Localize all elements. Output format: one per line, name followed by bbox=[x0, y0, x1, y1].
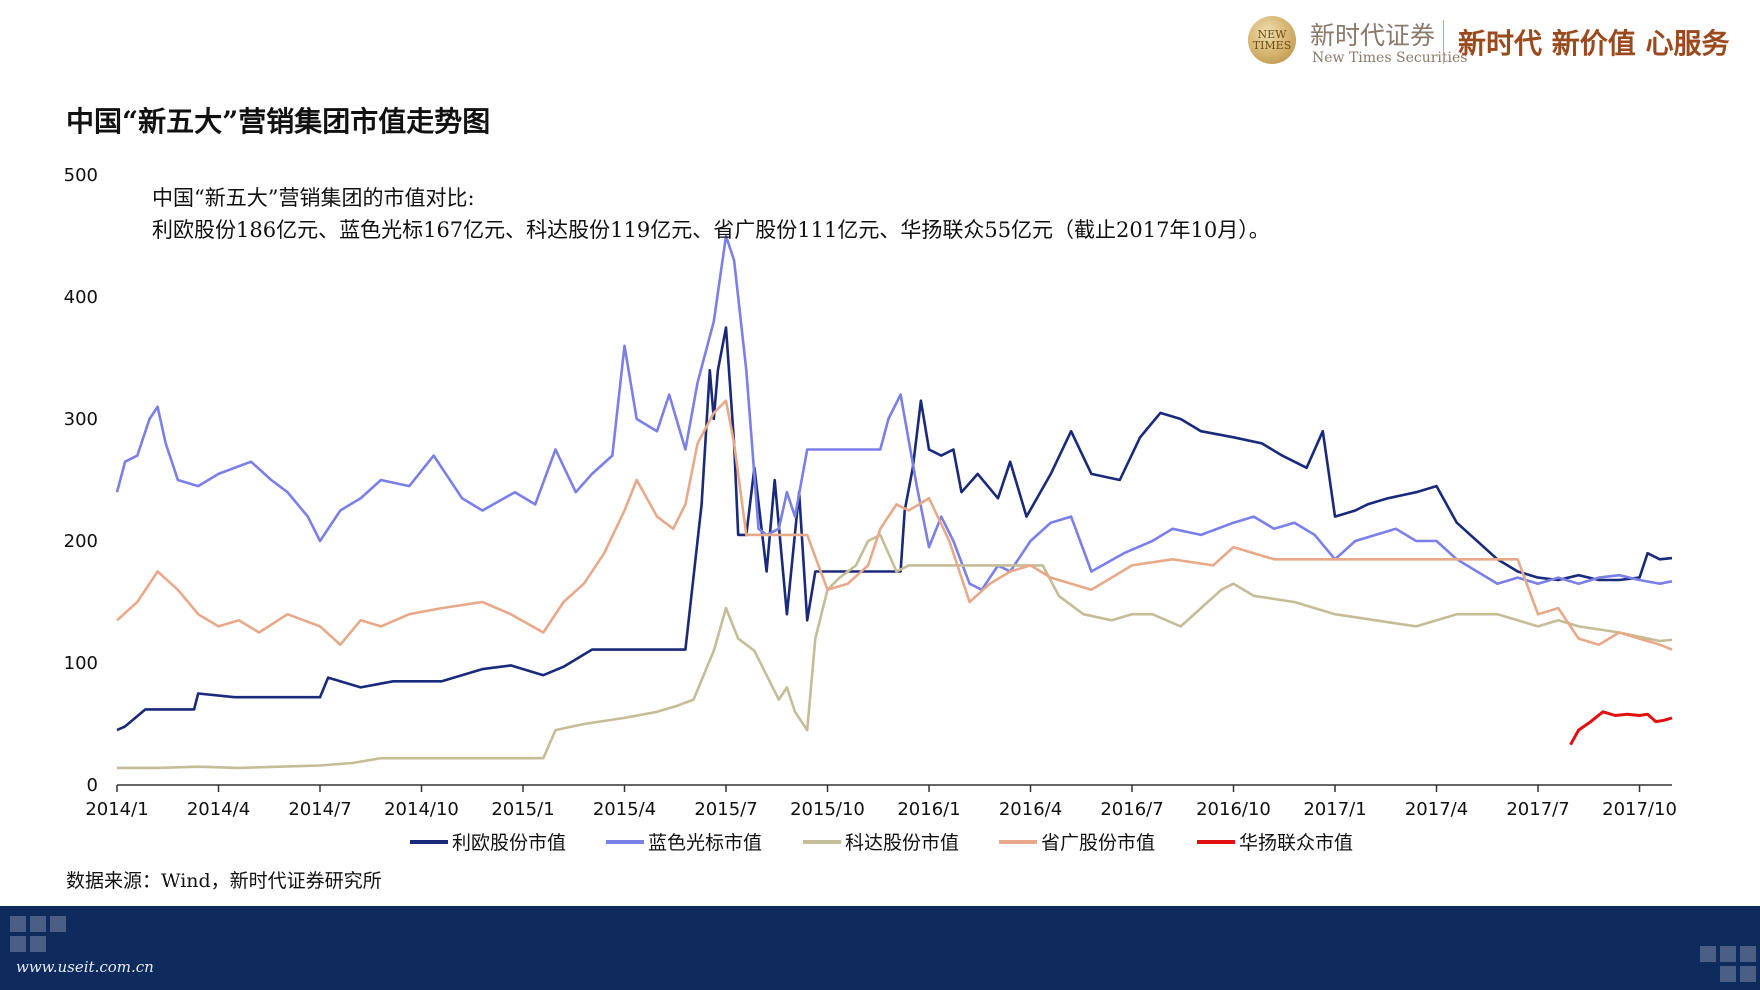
legend-label: 利欧股份市值 bbox=[452, 832, 566, 854]
x-tick-label: 2016/7 bbox=[1100, 799, 1163, 820]
y-tick-label: 400 bbox=[64, 287, 98, 308]
brand-name-cn: 新时代证券 bbox=[1310, 21, 1436, 50]
x-tick-label: 2016/1 bbox=[897, 799, 960, 820]
series-line-4 bbox=[1569, 710, 1673, 746]
footer-deco-square bbox=[1740, 946, 1756, 962]
series-line-2 bbox=[117, 533, 1673, 770]
x-tick-label: 2015/4 bbox=[593, 799, 656, 820]
x-tick-label: 2015/10 bbox=[790, 799, 865, 820]
series-line-1 bbox=[115, 234, 1673, 592]
y-tick-label: 0 bbox=[87, 775, 98, 796]
annotation-line-2: 利欧股份186亿元、蓝色光标167亿元、科达股份119亿元、省广股份111亿元、… bbox=[152, 218, 1270, 242]
footer-deco-square bbox=[50, 916, 66, 932]
legend-label: 省广股份市值 bbox=[1041, 832, 1155, 854]
brand-header: NEW TIMES 新时代证券 New Times Securities 新时代… bbox=[1248, 14, 1748, 74]
market-cap-line-chart: 0 100 200 300 400 500 2014/1 2014/4 2014/7 2014/1… bbox=[64, 165, 1677, 854]
logo-text: NEW TIMES bbox=[1252, 28, 1292, 52]
y-tick-label: 100 bbox=[64, 653, 98, 674]
footer-deco-square bbox=[1720, 946, 1736, 962]
x-tick-label: 2017/1 bbox=[1303, 799, 1366, 820]
data-source: 数据来源：Wind，新时代证券研究所 bbox=[66, 870, 382, 892]
x-tick-label: 2017/7 bbox=[1506, 799, 1569, 820]
legend-label: 科达股份市值 bbox=[845, 832, 959, 854]
chart-axes: 0 100 200 300 400 500 2014/1 2014/4 2014/7 2014/1… bbox=[64, 165, 1677, 820]
brand-divider bbox=[1443, 20, 1444, 64]
x-tick-label: 2014/10 bbox=[384, 799, 459, 820]
chart-series bbox=[115, 234, 1673, 770]
footer-deco-square bbox=[30, 916, 46, 932]
x-tick-label: 2015/1 bbox=[491, 799, 554, 820]
brand-name-en: New Times Securities bbox=[1312, 50, 1468, 66]
annotation-line-1: 中国“新五大”营销集团的市值对比: bbox=[152, 186, 475, 210]
series-line-0 bbox=[116, 326, 1673, 732]
footer-deco-square bbox=[1720, 966, 1736, 982]
footer-deco-square bbox=[10, 936, 26, 952]
y-tick-label: 200 bbox=[64, 531, 98, 552]
x-tick-label: 2017/4 bbox=[1405, 799, 1468, 820]
x-tick-label: 2016/10 bbox=[1196, 799, 1271, 820]
footer-bar: www.useit.com.cn bbox=[0, 906, 1760, 990]
legend-label: 华扬联众市值 bbox=[1239, 832, 1353, 854]
legend-label: 蓝色光标市值 bbox=[648, 832, 762, 854]
x-tick-label: 2017/10 bbox=[1602, 799, 1677, 820]
y-tick-label: 300 bbox=[64, 409, 98, 430]
x-tick-label: 2014/1 bbox=[85, 799, 148, 820]
brand-slogan: 新时代 新价值 心服务 bbox=[1458, 27, 1730, 60]
x-tick-label: 2016/4 bbox=[999, 799, 1062, 820]
company-logo: NEW TIMES bbox=[1248, 16, 1296, 64]
series-line-3 bbox=[116, 399, 1673, 651]
footer-deco-square bbox=[1740, 966, 1756, 982]
chart-annotation: 中国“新五大”营销集团的市值对比: 利欧股份186亿元、蓝色光标167亿元、科达… bbox=[152, 182, 1270, 246]
page-title: 中国“新五大”营销集团市值走势图 bbox=[66, 105, 491, 138]
x-tick-label: 2014/4 bbox=[187, 799, 250, 820]
x-tick-label: 2014/7 bbox=[288, 799, 351, 820]
chart-legend: 利欧股份市值 蓝色光标市值 科达股份市值 省广股份市值 华扬联众市值 bbox=[410, 832, 1353, 854]
footer-url: www.useit.com.cn bbox=[16, 958, 154, 976]
footer-deco-square bbox=[10, 916, 26, 932]
footer-deco-square bbox=[30, 936, 46, 952]
footer-deco-square bbox=[1700, 946, 1716, 962]
x-tick-label: 2015/7 bbox=[694, 799, 757, 820]
y-tick-label: 500 bbox=[64, 165, 98, 186]
